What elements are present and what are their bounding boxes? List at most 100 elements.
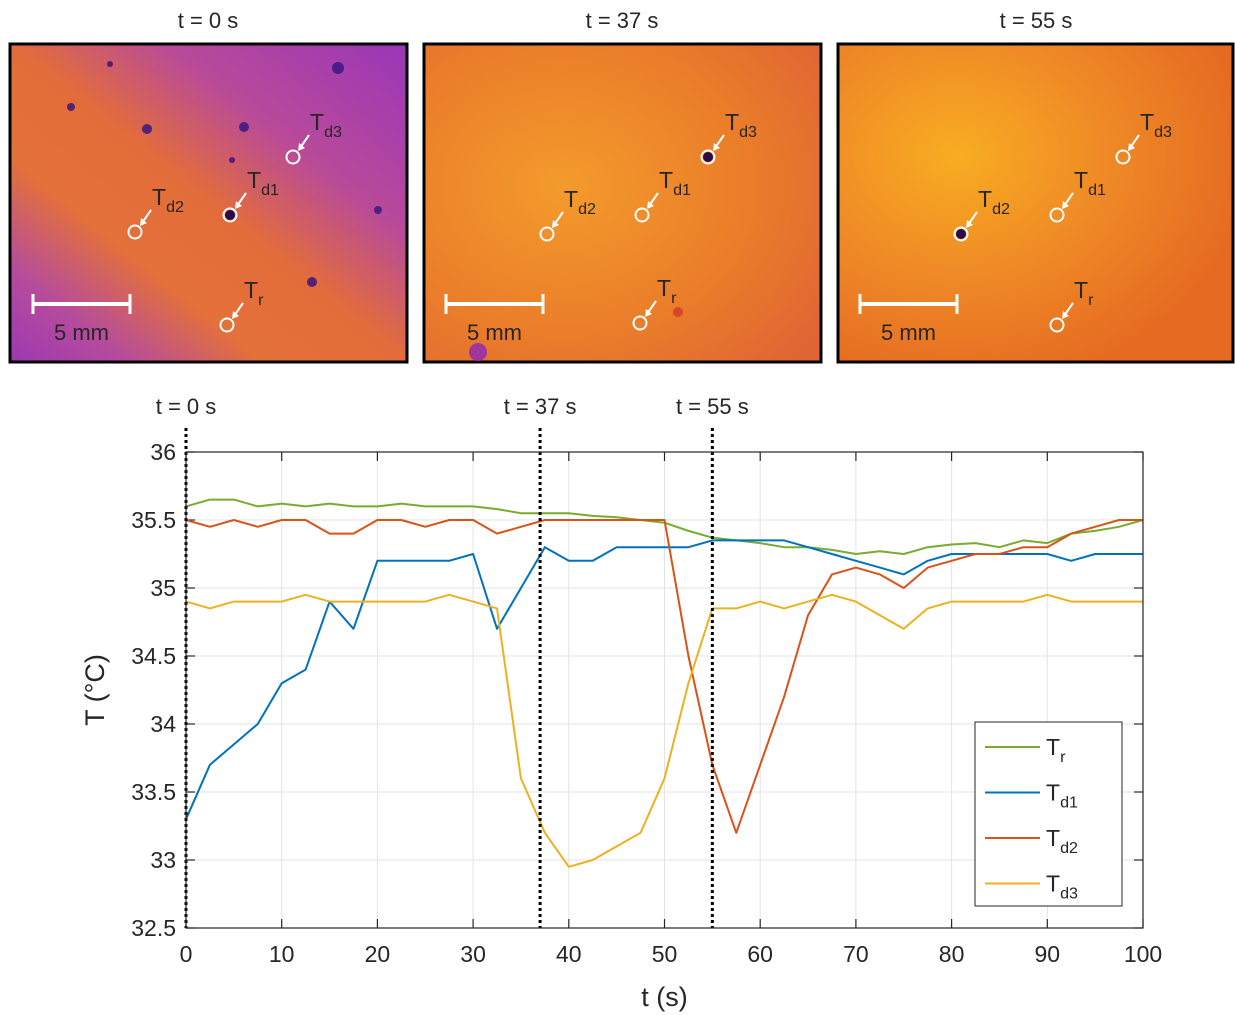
label-subscript: r [671,289,677,307]
x-tick-label: 60 [747,941,773,967]
hot-spot [703,152,713,162]
x-tick-label: 10 [269,941,295,967]
y-tick-label: 32.5 [131,915,176,941]
label-main: T [978,186,992,212]
probe-arrowhead [713,143,720,151]
label-subscript: d3 [1060,884,1078,902]
label-main: T [725,109,739,135]
legend-label: Td2 [1046,825,1078,857]
label-main: T [247,167,261,193]
probe-arrowhead [232,311,239,319]
probe-label: Tr [657,275,677,307]
x-tick-label: 0 [180,941,193,967]
probe-circle [953,226,969,242]
hot-spot [956,229,966,239]
image-panel [8,42,409,364]
label-main: T [152,184,166,210]
annotation-label: t = 37 s [504,394,577,419]
probe-circle [285,149,301,165]
image-title: t = 0 s [178,8,239,33]
label-main: T [1046,825,1060,851]
image-panel [836,42,1235,364]
x-tick-label: 20 [365,941,391,967]
label-subscript: d2 [166,198,184,216]
x-tick-label: 40 [556,941,582,967]
label-subscript: r [1088,291,1094,309]
probe-circle [222,207,238,223]
probe-label: Td2 [152,184,184,216]
label-main: T [564,186,578,212]
label-subscript: d2 [1060,839,1078,857]
probe-circle [1049,317,1065,333]
probe-arrowhead [552,220,559,228]
probe-circle [1115,149,1131,165]
probe-circle [700,149,716,165]
probe-label: Td3 [310,109,342,141]
probe-circle [1049,207,1065,223]
label-subscript: d3 [739,123,757,141]
label-main: T [1046,780,1060,806]
x-tick-label: 70 [843,941,869,967]
y-tick-label: 35.5 [131,507,176,533]
annotation-label: t = 55 s [676,394,749,419]
scale-bar-label: 5 mm [881,320,936,345]
probe-label: Td2 [564,186,596,218]
label-main: T [657,275,671,301]
spots [67,61,382,287]
probe-arrowhead [1062,201,1069,209]
label-subscript: d1 [1060,793,1078,811]
legend-label: Td3 [1046,871,1078,903]
label-subscript: d1 [1088,181,1106,199]
label-main: T [244,277,258,303]
legend-label: Tr [1046,734,1066,766]
y-tick-label: 34 [150,711,176,737]
y-axis-label: T (°C) [80,654,110,726]
label-subscript: d2 [578,200,596,218]
label-subscript: d3 [1154,123,1172,141]
series-line [185,519,1143,834]
probe-label: Td3 [1140,109,1172,141]
y-tick-label: 33.5 [131,779,176,805]
probe-label: Td1 [247,167,279,199]
probe-label: Td1 [659,167,691,199]
probe-circle [632,315,648,331]
label-main: T [1074,277,1088,303]
probe-label: Td3 [725,109,757,141]
probe-label: Td2 [978,186,1010,218]
spot [469,343,487,361]
y-tick-label: 35 [150,575,176,601]
scale-bar-label: 5 mm [467,320,522,345]
probe-circle [219,317,235,333]
annotation-label: t = 0 s [156,394,217,419]
label-subscript: d2 [992,200,1010,218]
probe-arrowhead [645,309,652,317]
label-subscript: r [258,291,264,309]
y-tick-label: 33 [150,847,176,873]
scale-bar-label: 5 mm [54,320,109,345]
image-panel [422,42,823,364]
label-main: T [659,167,673,193]
label-subscript: d1 [261,181,279,199]
probe-label: Td1 [1074,167,1106,199]
series-line [185,593,1143,868]
image-title: t = 37 s [586,8,659,33]
probe-label: Tr [244,277,264,309]
probe-arrowhead [966,220,973,228]
plot-frame [185,451,1144,929]
probe-circle [634,207,650,223]
probe-circle [539,226,555,242]
probe-arrowhead [1062,311,1069,319]
label-subscript: r [1060,748,1066,766]
legend-box [974,721,1123,907]
y-tick-label: 36 [150,439,176,465]
label-main: T [1046,871,1060,897]
probe-arrowhead [235,201,242,209]
probe-circle [127,224,143,240]
label-main: T [1046,734,1060,760]
label-subscript: d3 [324,123,342,141]
legend-label: Td1 [1046,780,1078,812]
hot-spot [225,210,235,220]
probe-arrowhead [140,218,147,226]
thermal-images [8,42,1235,364]
